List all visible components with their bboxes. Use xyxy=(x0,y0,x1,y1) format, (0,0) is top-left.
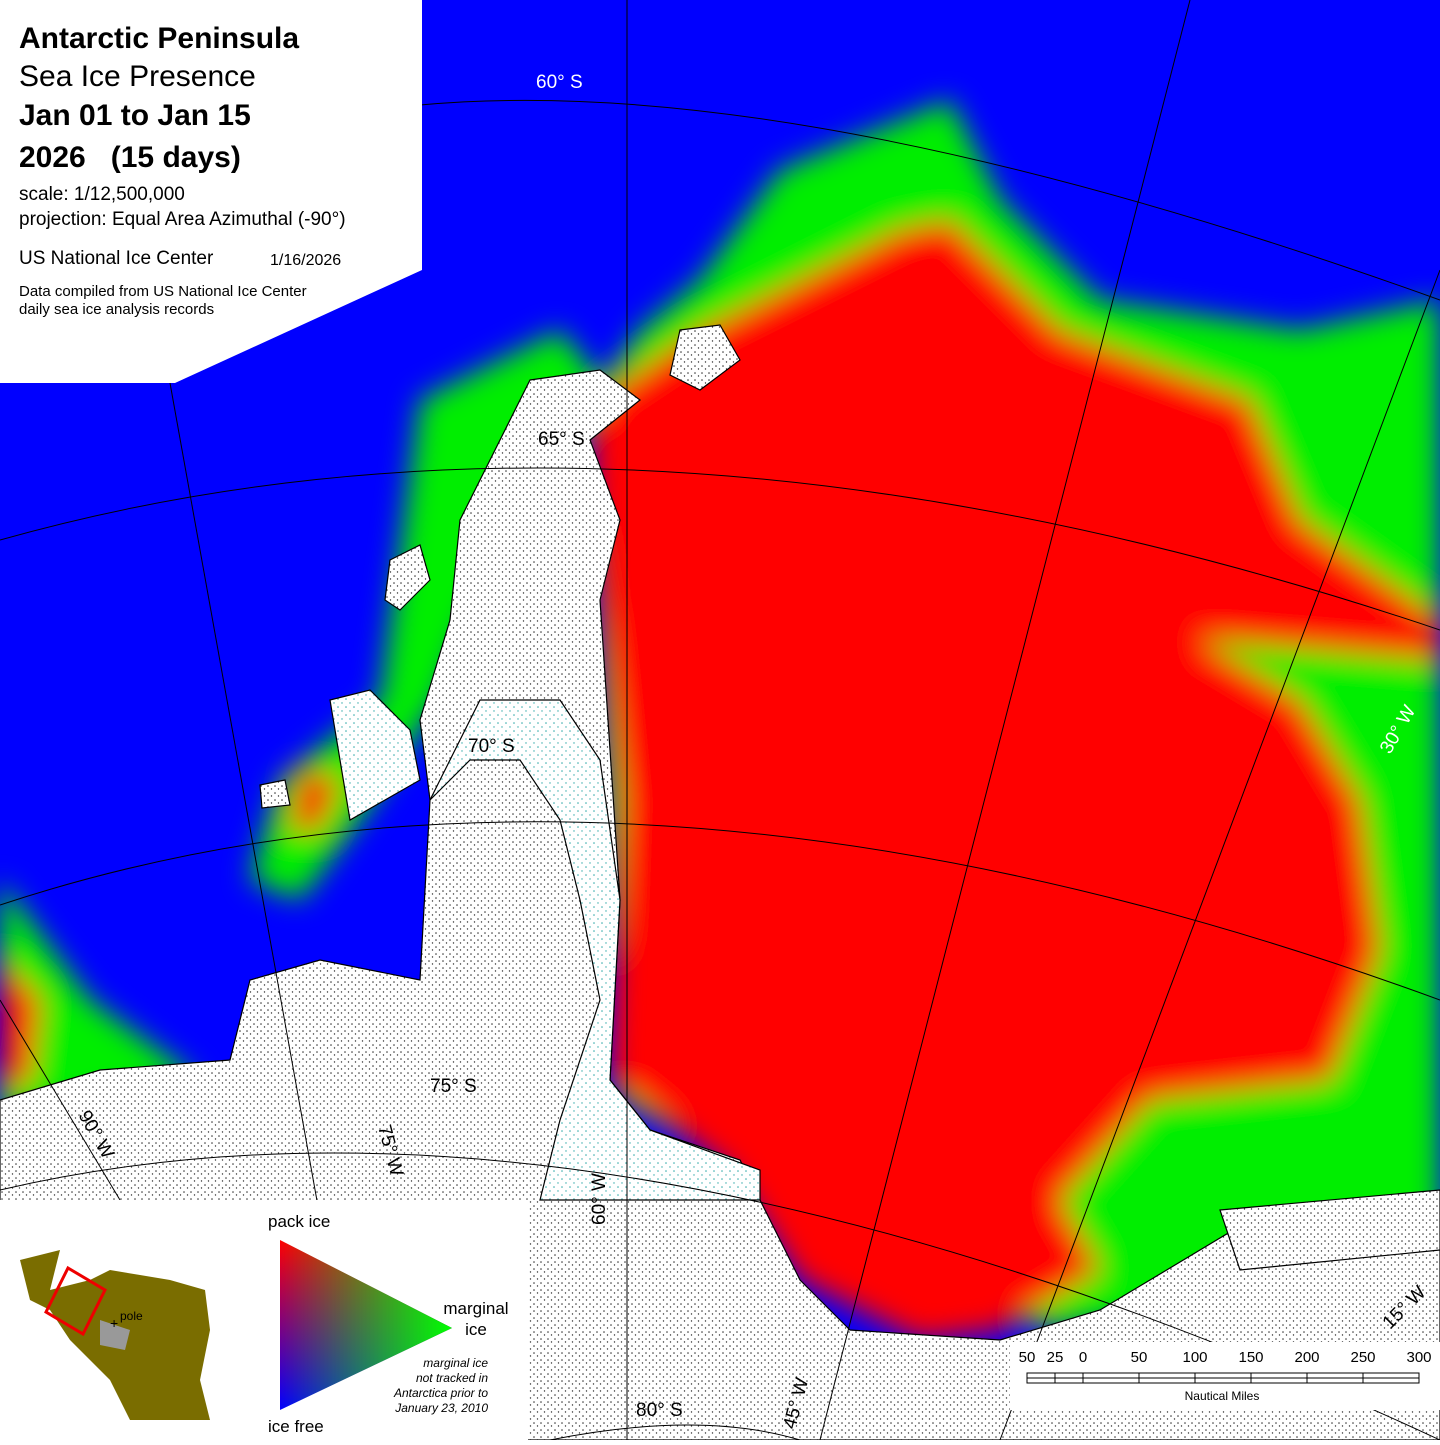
parallel xyxy=(419,99,1440,301)
legend-label: ice free xyxy=(268,1417,324,1436)
parallel xyxy=(549,1424,801,1441)
inset-frame xyxy=(44,1265,107,1337)
year: 2026 (15 days) xyxy=(19,141,241,174)
parallel xyxy=(0,467,1440,631)
note-line: Antarctica prior to xyxy=(393,1386,488,1400)
lat-label: 75° S xyxy=(430,1076,477,1097)
scale: scale: 1/12,500,000 xyxy=(19,184,185,205)
land xyxy=(0,324,1440,1441)
pack-ice xyxy=(590,220,1440,1340)
pack-ice xyxy=(290,770,340,830)
projection: projection: Equal Area Azimuthal (-90°) xyxy=(19,209,346,230)
note-line: marginal ice xyxy=(423,1356,488,1370)
legend-label: marginal ice xyxy=(443,1299,508,1339)
scale-unit: Nautical Miles xyxy=(1185,1389,1260,1403)
period: Jan 01 to Jan 15 xyxy=(19,99,251,132)
header: Antarctic Peninsula Sea Ice Presence Jan… xyxy=(19,22,346,318)
agency: US National Ice Center xyxy=(19,248,214,269)
island xyxy=(259,779,291,809)
lon-label: 60° W xyxy=(589,1173,610,1225)
scale-tick-label: 100 xyxy=(1182,1349,1207,1366)
island xyxy=(669,324,741,391)
legend-triangle-green xyxy=(280,1240,452,1410)
scale-tick-label: 150 xyxy=(1238,1349,1263,1366)
scale-tick-label: 50 xyxy=(1131,1349,1148,1366)
pack-ice xyxy=(0,960,40,1090)
island xyxy=(384,544,431,611)
scale-tick-label: 0 xyxy=(1079,1349,1087,1366)
lat-label: 65° S xyxy=(538,429,585,450)
meridian xyxy=(999,269,1440,1441)
alexander-island xyxy=(329,689,421,821)
date: 1/16/2026 xyxy=(270,252,341,269)
scale-tick-label: 50 xyxy=(1019,1349,1036,1366)
lat-label: 60° S xyxy=(536,72,583,93)
marginal-ice xyxy=(0,880,200,1120)
parallel xyxy=(0,1152,1440,1441)
scale-tick-label: 250 xyxy=(1350,1349,1375,1366)
subtitle: Sea Ice Presence xyxy=(19,60,256,93)
note-line: not tracked in xyxy=(416,1371,488,1385)
coast xyxy=(1219,1189,1440,1271)
source: daily sea ice analysis records xyxy=(19,301,214,318)
ice-shelf xyxy=(100,1320,130,1350)
legend-label: pack ice xyxy=(268,1212,330,1231)
ice-shelf xyxy=(429,699,761,1201)
scale-tick-label: 300 xyxy=(1406,1349,1431,1366)
meridian xyxy=(0,999,121,1201)
sea-ice xyxy=(0,100,1440,1340)
title-box xyxy=(0,0,422,383)
scale-tick-label: 200 xyxy=(1294,1349,1319,1366)
title: Antarctic Peninsula xyxy=(19,22,299,55)
source: Data compiled from US National Ice Cente… xyxy=(19,283,307,300)
note-line: January 23, 2010 xyxy=(394,1401,488,1415)
pole-mark: + xyxy=(110,1315,118,1331)
lat-label: 70° S xyxy=(468,736,515,757)
scale-tick-label: 25 xyxy=(1047,1349,1064,1366)
parallel xyxy=(0,821,1440,1001)
scale-bar: Nautical Miles 50 25 0 50 100 150 200 250 300 xyxy=(1010,1342,1440,1410)
pole-label: pole xyxy=(120,1309,143,1323)
meridian xyxy=(819,0,1191,1441)
legend: pack ice ice free marginal ice marginal i… xyxy=(268,1212,509,1436)
inset-map: + pole xyxy=(20,1250,210,1420)
lat-label: 80° S xyxy=(636,1400,683,1421)
legend-note: marginal ice not tracked in Antarctica p… xyxy=(393,1356,488,1415)
